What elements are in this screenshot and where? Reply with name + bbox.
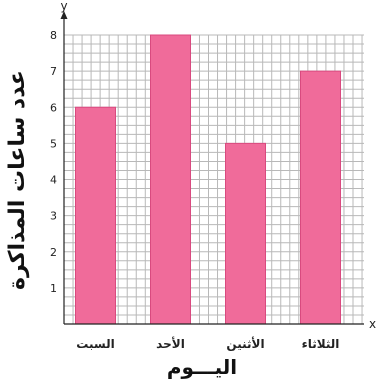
bar-1 (150, 34, 191, 325)
category-labels: السبت الأحد الأثنين الثلاثاء (76, 336, 339, 351)
category-label-0: السبت (76, 337, 114, 351)
axes: y x (60, 0, 376, 331)
y-tick-label-5: 6 (50, 101, 57, 114)
bar-2 (225, 142, 266, 325)
y-tick-label-2: 3 (50, 210, 57, 223)
category-label-3: الثلاثاء (302, 337, 340, 351)
y-tick-label-1: 2 (50, 246, 57, 259)
y-tick-label-3: 4 (50, 174, 57, 187)
y-tick-label-7: 8 (50, 29, 57, 42)
y-tick-label-0: 1 (50, 282, 57, 295)
x-axis-letter: x (369, 317, 376, 331)
category-label-1: الأحد (156, 336, 185, 351)
bar-0 (75, 106, 116, 325)
y-axis-arrow-icon (60, 11, 68, 19)
y-tick-labels: 1 2 3 4 5 6 7 8 (50, 29, 57, 295)
y-axis-title: عدد ساعات المذاكرة (5, 70, 30, 290)
y-tick-label-4: 5 (50, 137, 57, 150)
y-axis-letter: y (60, 0, 67, 13)
bar-3 (300, 70, 341, 325)
y-tick-label-6: 7 (50, 65, 57, 78)
category-label-2: الأثنين (226, 336, 264, 351)
x-axis-title: اليـــوم (167, 355, 237, 379)
bars (75, 34, 341, 325)
